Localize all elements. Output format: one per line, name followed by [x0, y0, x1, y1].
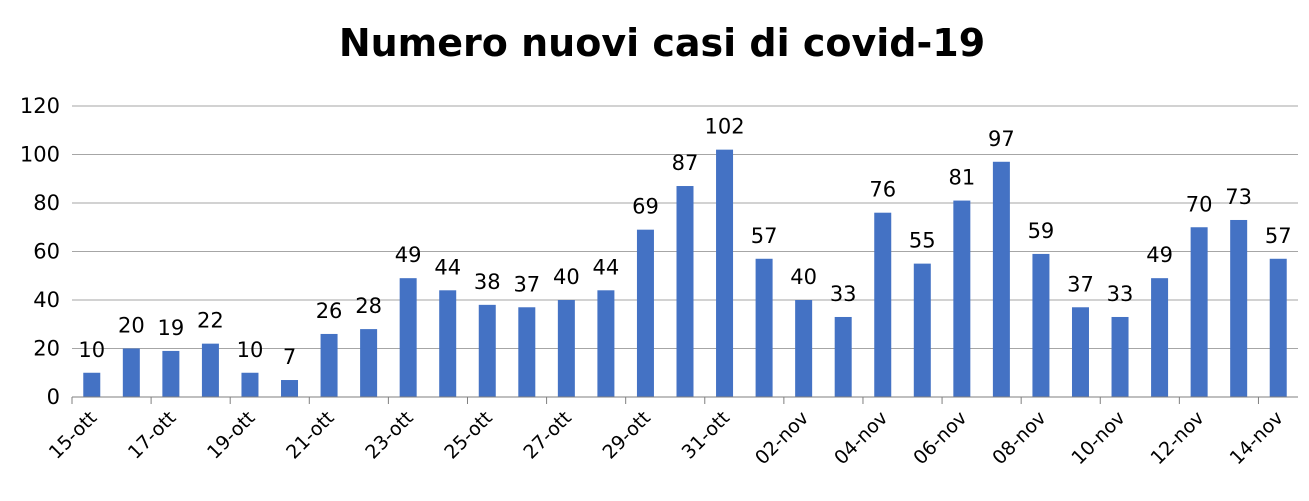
data-label: 49	[1146, 243, 1173, 267]
data-label: 55	[909, 229, 936, 253]
y-tick-label: 80	[33, 191, 60, 215]
bar	[1230, 219, 1248, 397]
data-label: 20	[118, 314, 145, 338]
bar	[360, 329, 378, 397]
bar	[676, 186, 694, 397]
bar	[122, 348, 140, 397]
x-tick-label: 06-nov	[909, 407, 971, 469]
bar	[241, 372, 259, 397]
bar	[399, 278, 417, 397]
bar	[716, 149, 734, 397]
data-label: 69	[632, 195, 659, 219]
data-label: 26	[316, 299, 343, 323]
x-tick-label: 23-ott	[361, 407, 418, 464]
x-tick-label: 29-ott	[598, 407, 655, 464]
data-label: 10	[237, 338, 264, 362]
bar	[755, 258, 773, 397]
x-tick-label: 25-ott	[440, 407, 497, 464]
y-tick-label: 120	[20, 94, 60, 118]
x-tick-label: 15-ott	[45, 407, 102, 464]
data-label: 38	[474, 270, 501, 294]
bar	[162, 350, 180, 397]
bar	[1071, 307, 1089, 397]
bar	[992, 161, 1010, 397]
y-axis-ticks: 0 20 40 60 80 100 120	[20, 94, 60, 409]
bar	[478, 304, 496, 397]
bar	[1151, 278, 1169, 397]
x-axis	[71, 396, 1298, 404]
bar	[320, 333, 338, 397]
bar	[953, 200, 971, 397]
x-tick-label: 08-nov	[988, 407, 1050, 469]
data-label: 49	[395, 243, 422, 267]
data-label: 70	[1186, 192, 1213, 216]
data-label: 37	[1067, 272, 1094, 296]
bar	[1190, 227, 1208, 397]
data-label: 22	[197, 309, 224, 333]
bar	[281, 380, 299, 397]
bar	[1269, 258, 1287, 397]
data-label: 44	[593, 255, 620, 279]
x-tick-label: 19-ott	[203, 407, 260, 464]
x-tick-label: 12-nov	[1146, 407, 1208, 469]
data-label: 33	[1107, 282, 1134, 306]
data-label: 57	[1265, 224, 1292, 248]
bar	[557, 300, 575, 397]
bar	[597, 290, 615, 397]
bar	[1111, 316, 1129, 397]
data-label: 10	[78, 338, 105, 362]
data-label: 57	[751, 224, 778, 248]
x-tick-label: 17-ott	[124, 407, 181, 464]
x-tick-label: 10-nov	[1067, 407, 1129, 469]
x-tick-label: 27-ott	[519, 407, 576, 464]
bar	[913, 263, 931, 397]
data-label: 19	[158, 316, 185, 340]
x-axis-ticks: 15-ott 17-ott 19-ott 21-ott 23-ott 25-ott 27-o…	[45, 407, 1288, 469]
x-tick-label: 04-nov	[830, 407, 892, 469]
x-tick-label: 14-nov	[1226, 407, 1288, 469]
data-label: 33	[830, 282, 857, 306]
data-label: 28	[355, 294, 382, 318]
chart-title: Numero nuovi casi di covid-19	[339, 21, 985, 65]
data-label: 81	[948, 166, 975, 190]
bars	[83, 149, 1287, 397]
bar	[636, 229, 654, 397]
data-label: 76	[869, 178, 896, 202]
y-tick-label: 40	[33, 288, 60, 312]
data-label: 44	[434, 255, 461, 279]
data-label: 40	[553, 265, 580, 289]
data-label: 73	[1225, 185, 1252, 209]
y-tick-label: 0	[47, 385, 60, 409]
x-tick-label: 21-ott	[282, 407, 339, 464]
y-tick-label: 60	[33, 240, 60, 264]
data-label: 40	[790, 265, 817, 289]
x-tick-label: 31-ott	[678, 407, 735, 464]
bar	[518, 307, 536, 397]
data-label: 37	[513, 272, 540, 296]
data-label: 7	[283, 345, 296, 369]
bar	[439, 290, 457, 397]
y-tick-label: 20	[33, 337, 60, 361]
bar	[83, 372, 101, 397]
y-tick-label: 100	[20, 143, 60, 167]
data-label: 97	[988, 127, 1015, 151]
data-label: 102	[705, 115, 745, 139]
bar	[874, 212, 892, 397]
x-tick-label: 02-nov	[751, 407, 813, 469]
bar	[201, 343, 219, 397]
bar	[795, 300, 813, 397]
data-label: 59	[1028, 219, 1055, 243]
bar	[1032, 253, 1050, 397]
data-label: 87	[672, 151, 699, 175]
bar	[834, 316, 852, 397]
